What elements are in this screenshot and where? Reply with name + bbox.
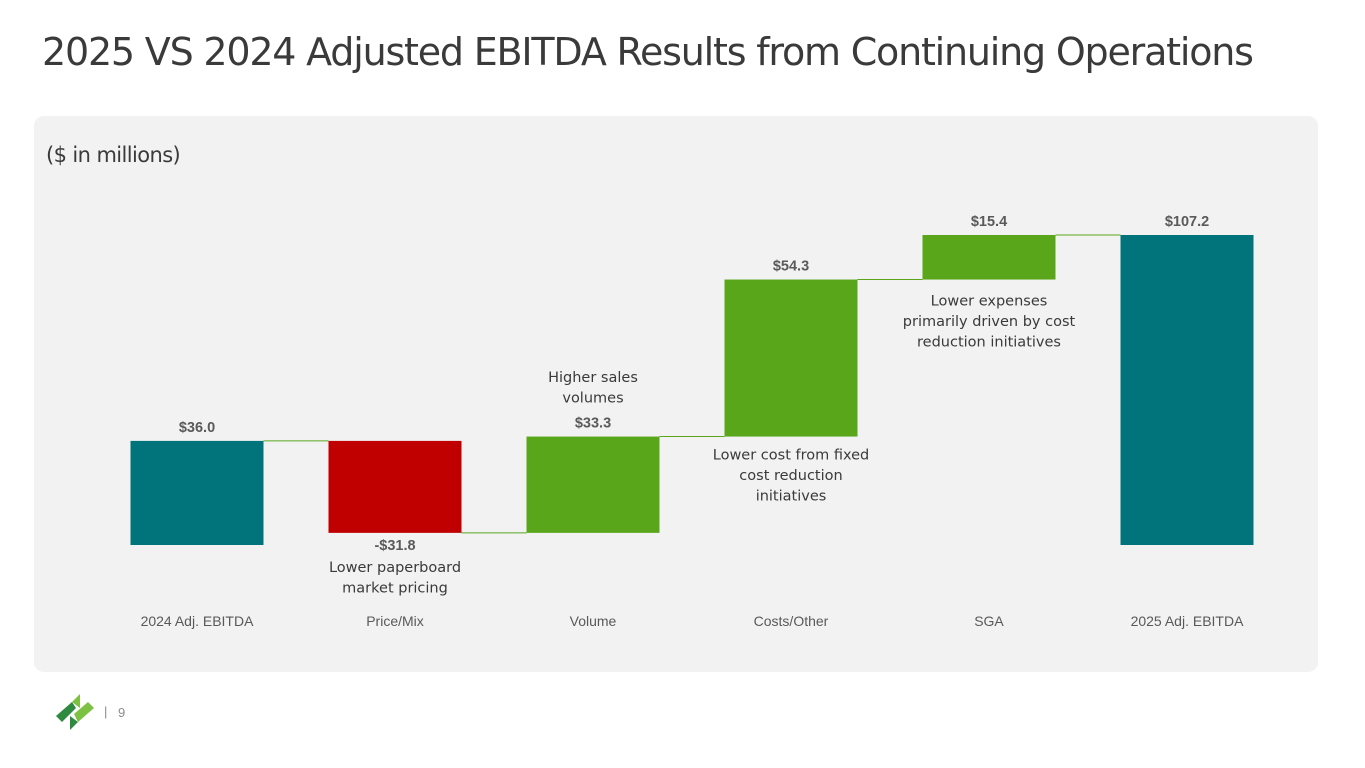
annotation: Higher sales volumes [548,370,638,407]
bar [724,279,858,437]
value-label: $107.2 [1165,214,1209,230]
bar [328,440,462,533]
value-label: $36.0 [179,420,215,436]
annotation-line: Higher sales [548,370,638,386]
annotation-line: reduction initiatives [917,335,1061,351]
category-label: 2024 Adj. EBITDA [141,613,255,629]
annotation-line: Lower cost from fixed [713,448,869,464]
page-number: 9 [118,705,126,720]
category-label: Costs/Other [754,613,829,629]
bar [922,235,1056,280]
annotation: Lower cost from fixed cost reduction initi… [713,448,869,505]
bar [130,440,264,545]
connector-lines [263,234,1121,534]
annotation-line: Lower paperboard [329,560,461,576]
category-label: SGA [974,613,1004,629]
bar [526,436,660,533]
company-logo [56,694,94,730]
value-label: -$31.8 [374,538,415,554]
value-label: $54.3 [773,259,809,275]
annotation-line: initiatives [756,489,827,505]
annotation-line: market pricing [342,580,448,596]
annotation: Lower expenses primarily driven by cost re… [903,294,1076,351]
annotation-line: Lower expenses [931,294,1048,310]
bar [1120,235,1254,545]
annotation-line: volumes [562,391,623,407]
units-note: ($ in millions) [46,143,181,167]
page-separator: | [104,704,108,719]
logo-shape-right [74,702,94,722]
logo-shape-top [72,694,80,708]
category-label: Price/Mix [366,613,424,629]
category-label: Volume [570,613,617,629]
bars [130,235,1254,545]
logo-shape-bottom [70,716,78,730]
chart-panel [34,116,1318,672]
annotation-line: primarily driven by cost [903,314,1076,330]
annotation-line: cost reduction [739,468,842,484]
labels: $36.0 2024 Adj. EBITDA -$31.8 Price/Mix Lowe… [141,214,1245,629]
value-label: $15.4 [971,214,1007,230]
value-label: $33.3 [575,416,611,432]
annotation: Lower paperboard market pricing [329,560,461,597]
logo-shape-left [56,702,76,722]
category-label: 2025 Adj. EBITDA [1131,613,1245,629]
slide-title: 2025 VS 2024 Adjusted EBITDA Results fro… [42,30,1254,74]
